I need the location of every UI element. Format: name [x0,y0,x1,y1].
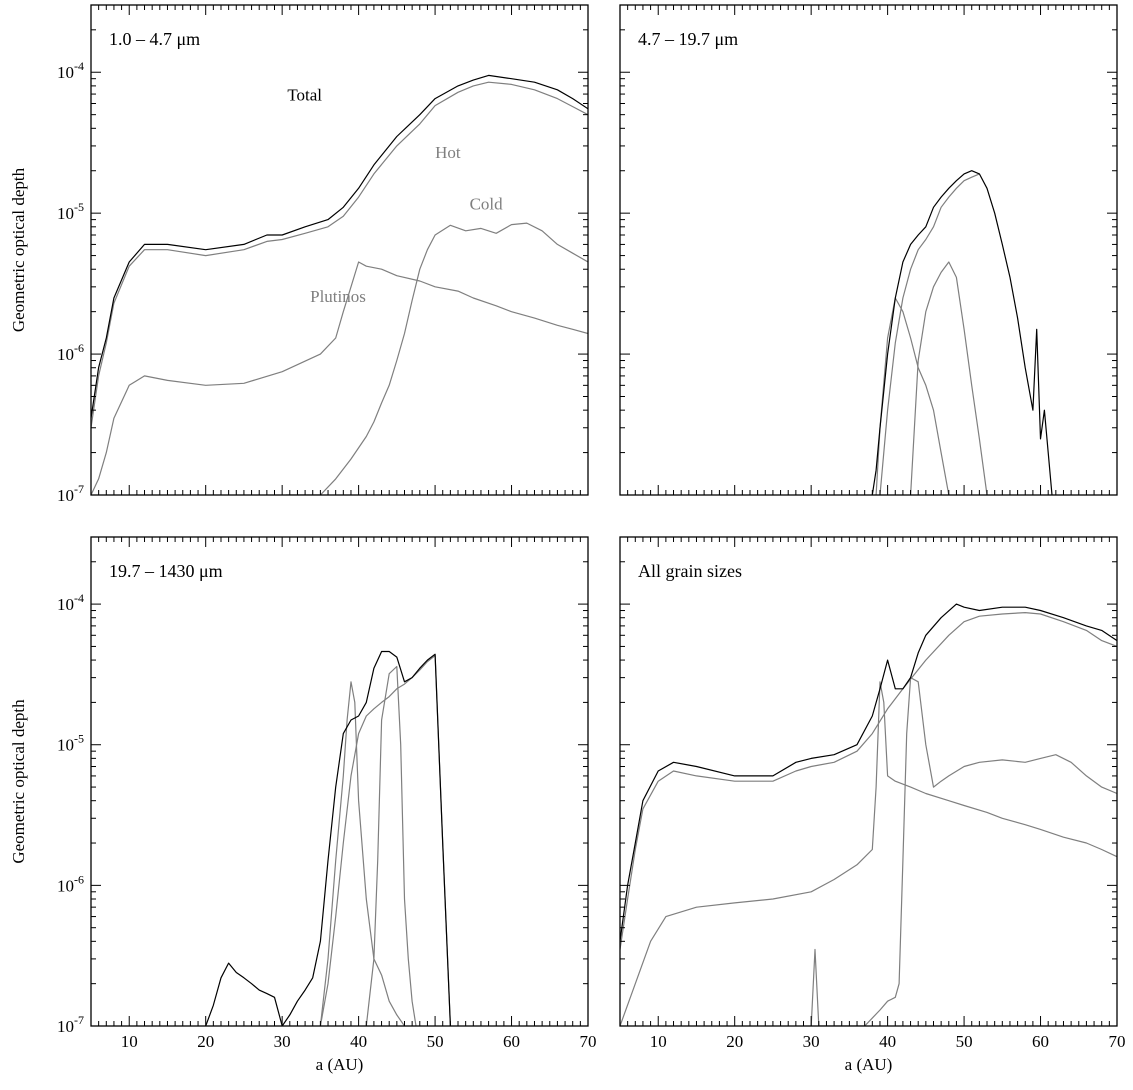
panel-1: 10-4 10-5 10-6 10-7 1.0 – 4.7 μm Geometric op… [9,4,589,505]
y-tick-label: 10-5 [57,732,84,755]
annotation-total: Total [287,86,322,105]
y-axis-label: Geometric optical depth [9,699,28,864]
x-tick-label: 20 [726,1032,743,1051]
panel-3: 10 20 30 40 50 60 70 10-4 10-5 10-6 10-7 19.7 – 143… [9,536,597,1074]
x-tick-label: 10 [650,1032,667,1051]
x-tick-label: 60 [1032,1032,1049,1051]
panel-label: 1.0 – 4.7 μm [109,29,200,49]
series-plutinos-line [91,261,588,495]
y-tick-label: 10-6 [57,872,84,895]
x-tick-label: 30 [803,1032,820,1051]
series-cold-line [910,261,988,495]
x-tick-label: 70 [580,1032,597,1051]
y-tick-label: 10-6 [57,341,84,364]
x-axis-label: a (AU) [845,1055,893,1074]
panel-label: All grain sizes [638,561,742,581]
panel-label: 4.7 – 19.7 μm [638,29,738,49]
series-plutinos-line [875,297,950,495]
x-tick-label: 70 [1109,1032,1126,1051]
series-plutinos-line [620,681,1117,1026]
y-tick-label: 10-7 [57,482,84,505]
y-tick-label: 10-5 [57,200,84,223]
series-cold-line [286,222,588,495]
y-tick-label: 10-7 [57,1013,84,1036]
x-tick-label: 50 [427,1032,444,1051]
x-tick-label: 40 [879,1032,896,1051]
series-cold-line [810,676,1117,1026]
series-total-line [871,170,1053,495]
x-tick-label: 30 [274,1032,291,1051]
plot-frame [619,4,1118,496]
plot-frame [90,536,589,1027]
series-plutinos-line [319,681,405,1026]
series-total-line [205,650,451,1026]
series-hot-line [620,611,1117,950]
y-axis-label: Geometric optical depth [9,167,28,332]
panel-label: 19.7 – 1430 μm [109,561,223,581]
annotation-hot: Hot [435,143,461,162]
panel-2: 4.7 – 19.7 μm [619,4,1118,496]
annotation-cold: Cold [470,194,504,213]
plot-frame [619,536,1118,1027]
panel-4: 10 20 30 40 50 60 70 All grain sizes a (AU) [619,536,1126,1074]
plot-frame [90,4,589,496]
series-total-line [91,74,588,419]
x-axis-label: a (AU) [316,1055,364,1074]
series-hot-line [319,654,451,1026]
x-tick-label: 40 [350,1032,367,1051]
series-hot-line [879,173,980,495]
series-cold-line [365,665,417,1026]
x-tick-label: 50 [956,1032,973,1051]
y-tick-label: 10-4 [57,591,84,614]
annotation-plutinos: Plutinos [310,287,366,306]
y-tick-label: 10-4 [57,59,84,82]
x-tick-label: 20 [197,1032,214,1051]
series-hot-line [91,81,588,428]
x-tick-label: 60 [503,1032,520,1051]
series-total-line [620,603,1117,942]
x-tick-label: 10 [121,1032,138,1051]
